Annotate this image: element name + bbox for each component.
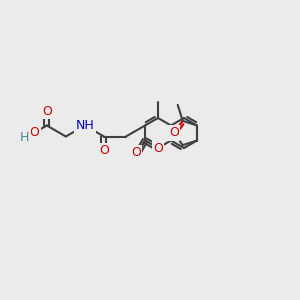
Text: O: O <box>153 142 163 154</box>
Text: NH: NH <box>76 119 94 132</box>
Text: O: O <box>42 105 52 118</box>
Text: O: O <box>131 146 141 159</box>
Text: H: H <box>20 131 29 144</box>
Text: O: O <box>30 126 40 139</box>
Text: O: O <box>169 127 179 140</box>
Text: O: O <box>99 144 109 157</box>
